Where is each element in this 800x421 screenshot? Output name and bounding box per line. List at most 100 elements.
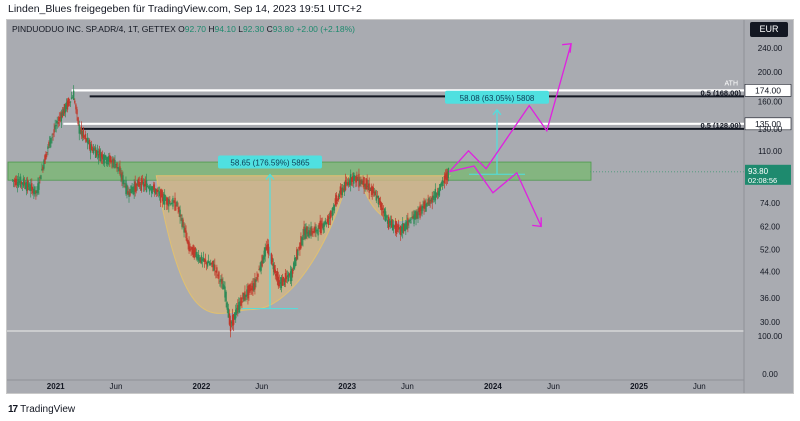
candle-body [104,155,107,158]
candle-body [309,230,311,235]
candle-body [245,294,247,298]
price-tag [744,117,792,131]
candle-body [221,278,223,284]
candle-body [415,210,417,220]
candle-body [444,174,447,179]
candle-body [197,254,200,261]
price-tick-label: 30.00 [760,318,781,327]
candle-body [345,182,348,185]
candle-body [439,183,442,191]
candle-body [259,267,261,271]
candle-body [238,302,240,313]
candle-body [220,278,222,282]
candle-body [340,187,343,195]
price-tick-label: 52.00 [760,246,781,255]
candle-body [113,158,115,164]
currency-button[interactable]: EUR [750,22,788,37]
tradingview-logo[interactable]: 17 TradingView [8,404,75,415]
candle-body [295,257,297,266]
candle-body [82,129,85,138]
candle-body [13,179,16,183]
candle-body [331,208,334,216]
candle-body [190,249,192,251]
candle-body [294,257,296,268]
candle-body [64,104,67,113]
candle-body [130,185,132,194]
candle-body [224,286,226,298]
candle-body [41,168,43,171]
candle-body [43,160,45,169]
candle-body [251,285,253,291]
candle-body [381,207,384,210]
candle-body [272,263,274,270]
candle-body [364,183,366,187]
candle-body [383,208,386,217]
candle-body [36,189,38,194]
candle-body [371,186,373,195]
candle-body [37,183,39,194]
candle-body [177,207,179,209]
candle-body [81,131,84,137]
candle-body [27,183,30,188]
candle-body [370,187,372,192]
candle-body [70,97,73,99]
candle-body [138,181,141,187]
candle-body [426,203,428,207]
symbol-name: PINDUODUO INC. SP.ADR/4, 1T, GETTEX [12,24,176,34]
candle-body [284,272,287,283]
candle-body [162,193,164,202]
measure-arrowhead [265,173,275,180]
candle-body [108,156,110,163]
candle-body [88,139,91,150]
candle-body [96,150,99,154]
candle-body [56,120,58,124]
candle-body [189,246,191,251]
candle-body [375,195,378,201]
candle-body [187,240,189,245]
candle-body [34,186,36,195]
candle-body [117,167,119,169]
candle-body [428,198,430,206]
candle-body [404,224,406,231]
candle-body [152,186,154,191]
candle-body [417,211,419,219]
candle-body [261,255,263,267]
candle-body [76,109,78,115]
candle-body [379,200,382,208]
candle-body [391,224,394,231]
candle-body [228,313,231,325]
candle-body [207,260,210,264]
candle-body [286,275,289,277]
candle-body [264,247,266,257]
candle-body [121,172,123,181]
candle-body [53,129,55,133]
candle-body [216,267,218,273]
candle-body [137,178,139,186]
ohlc-high-label: H [208,24,215,34]
candle-body [153,184,155,189]
candle-body [232,314,235,325]
candle-body [403,223,405,232]
candle-body [362,180,364,186]
candle-body [320,220,322,234]
candle-body [267,243,270,255]
candle-body [175,205,177,207]
candle-body [42,166,44,170]
candle-body [358,173,360,188]
candle-body [277,276,279,287]
candle-body [420,207,422,211]
candle-body [304,229,306,240]
candle-body [144,180,147,187]
candle-body [356,174,358,182]
candle-body [91,149,94,152]
candle-body [50,138,52,144]
candle-body [23,181,26,185]
candle-body [237,305,239,310]
candle-body [363,177,365,190]
candle-body [206,261,209,267]
candle-body [211,262,213,264]
candle-body [208,262,211,265]
candle-body [326,218,329,223]
candle-body [54,125,56,130]
